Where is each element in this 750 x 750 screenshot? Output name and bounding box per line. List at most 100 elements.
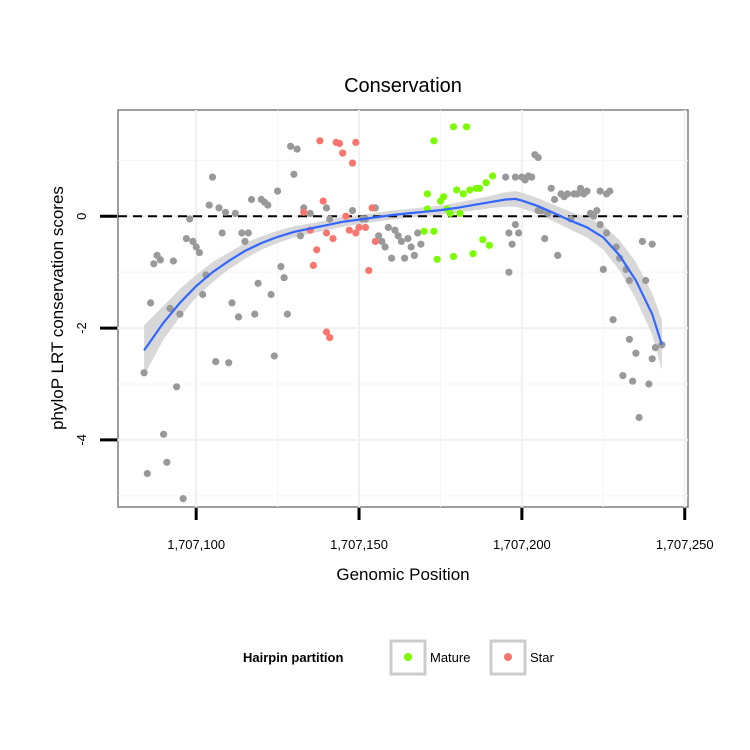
data-point-other [583, 187, 591, 195]
x-tick-label: 1,707,200 [493, 537, 551, 552]
data-point-other [238, 229, 246, 237]
data-point-other [603, 229, 611, 237]
data-point-other [642, 276, 650, 285]
legend-item-star: Star [489, 639, 555, 676]
data-point-mature [449, 123, 458, 131]
data-point-other [143, 469, 151, 478]
data-point-other [632, 349, 640, 357]
y-axis-title: phyloP LRT conservation scores [48, 186, 67, 430]
points-layer [140, 123, 666, 503]
data-point-other [182, 235, 190, 243]
data-point-other [629, 377, 637, 385]
data-point-other [287, 142, 295, 150]
data-point-other [234, 313, 243, 321]
data-point-other [221, 208, 230, 216]
data-point-mature [423, 190, 431, 198]
data-point-star [319, 197, 327, 205]
data-point-other [251, 310, 259, 318]
legend-title: Hairpin partition [243, 650, 343, 665]
data-point-other [648, 240, 656, 248]
smooth-line [143, 197, 663, 352]
data-point-other [160, 430, 168, 438]
data-point-other [625, 335, 634, 343]
data-point-star [309, 261, 317, 269]
data-point-mature [430, 227, 438, 235]
data-point-other [218, 229, 226, 237]
y-tick-label: 0 [74, 213, 89, 220]
data-point-mature [433, 255, 441, 263]
data-point-other [619, 372, 627, 380]
data-point-other [645, 380, 653, 388]
data-point-other [241, 237, 249, 245]
data-point-other [599, 265, 607, 273]
data-point-mature [479, 236, 487, 244]
data-point-other [166, 304, 174, 313]
data-point-other [388, 254, 396, 262]
data-point-other [176, 310, 184, 318]
data-point-other [290, 170, 298, 178]
data-point-other [505, 229, 513, 237]
legend-item-mature: Mature [389, 639, 470, 676]
data-point-other [596, 187, 604, 195]
confidence-ribbon [144, 191, 662, 376]
data-point-mature [459, 190, 467, 198]
data-point-other [283, 310, 291, 318]
data-point-other [254, 279, 262, 287]
data-point-mature [440, 193, 448, 201]
data-point-other [231, 209, 239, 217]
legend-label-mature: Mature [430, 650, 470, 665]
data-point-other [596, 221, 604, 229]
data-point-star [339, 149, 347, 157]
data-point-star [322, 229, 331, 237]
data-point-other [225, 359, 233, 367]
data-point-other [264, 201, 272, 209]
data-point-star [371, 237, 379, 245]
data-point-other [296, 232, 304, 240]
plot-border [117, 109, 689, 508]
data-point-mature [453, 186, 461, 194]
data-point-star [348, 159, 357, 167]
data-point-other [511, 173, 519, 181]
data-point-mature [466, 186, 474, 194]
data-point-mature [489, 172, 497, 180]
data-point-other [502, 173, 510, 181]
data-point-other [156, 256, 164, 264]
data-point-star [342, 212, 350, 220]
data-point-other [407, 243, 415, 251]
data-point-other [267, 290, 275, 299]
data-point-other [397, 237, 405, 245]
data-point-other [163, 458, 171, 466]
data-point-star [326, 334, 334, 342]
data-point-other [534, 153, 542, 162]
data-point-other [625, 276, 634, 285]
data-point-star [368, 204, 376, 212]
legend-label-star: Star [530, 650, 555, 665]
data-point-mature [449, 252, 458, 261]
y-tick-label: -2 [74, 322, 89, 334]
data-point-other [554, 251, 562, 259]
data-point-other [173, 383, 181, 391]
data-point-other [270, 352, 278, 360]
data-point-star [300, 208, 308, 216]
data-point-other [140, 369, 148, 377]
data-point-star [355, 223, 363, 231]
data-point-other [576, 184, 585, 192]
data-point-other [247, 195, 256, 204]
data-point-other [606, 187, 614, 195]
smooth-line-layer [143, 197, 663, 352]
data-point-other [322, 204, 331, 212]
data-point-other [417, 240, 425, 248]
data-point-other [648, 355, 656, 363]
data-point-other [381, 243, 389, 251]
legend-swatch-star [504, 653, 512, 661]
legend-swatch-mature [404, 653, 412, 661]
data-point-other [186, 215, 194, 223]
x-tick-label: 1,707,150 [330, 537, 388, 552]
data-point-other [274, 187, 282, 195]
data-point-other [593, 207, 601, 215]
data-point-mature [462, 123, 471, 131]
y-tick-label: -4 [74, 434, 89, 446]
data-point-other [573, 190, 581, 198]
data-point-other [635, 413, 643, 422]
data-point-other [189, 237, 197, 245]
